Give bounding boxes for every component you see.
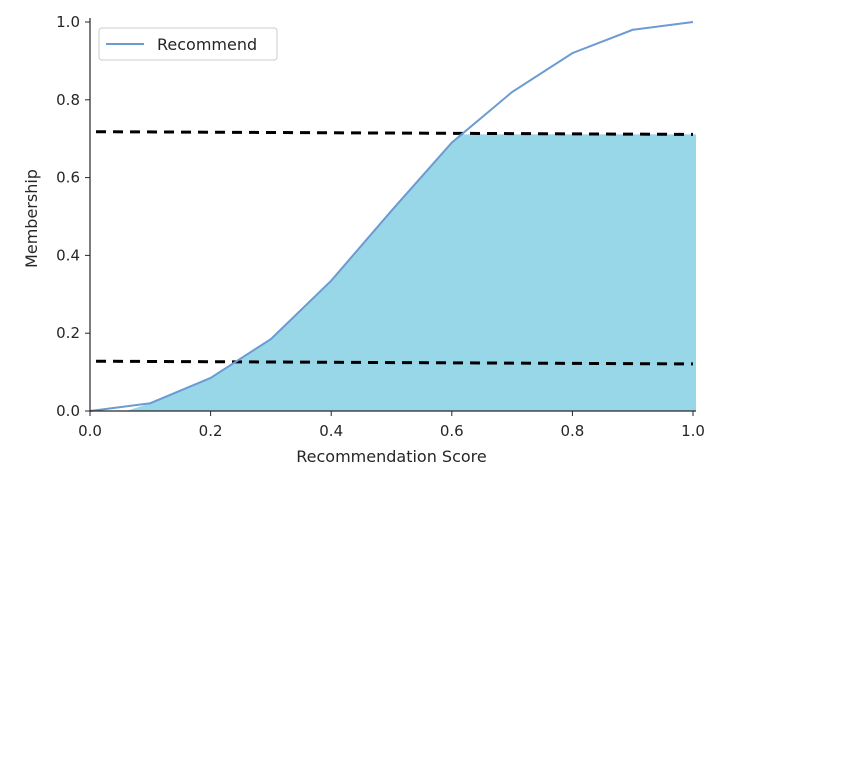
x-tick-label: 1.0: [681, 422, 705, 440]
y-tick-label: 1.0: [56, 13, 80, 31]
reference-dashed-line-1: [96, 130, 694, 136]
y-tick-label: 0.6: [56, 169, 80, 187]
x-tick-label: 0.0: [78, 422, 102, 440]
y-tick-label: 0.0: [56, 402, 80, 420]
y-tick-label: 0.2: [56, 324, 80, 342]
filled-membership-region: [126, 134, 697, 411]
x-axis-label: Recommendation Score: [296, 447, 487, 466]
y-tick-label: 0.8: [56, 91, 80, 109]
legend-label-recommend: Recommend: [157, 35, 257, 54]
y-axis-label: Membership: [22, 169, 41, 268]
legend: Recommend: [98, 27, 278, 61]
x-tick-label: 0.6: [440, 422, 464, 440]
series-line-recommend: [89, 21, 694, 412]
x-tick-label: 0.8: [560, 422, 584, 440]
y-tick-label: 0.4: [56, 246, 80, 264]
reference-dashed-line-2: [96, 359, 694, 366]
x-tick-label: 0.4: [319, 422, 343, 440]
x-tick-label: 0.2: [199, 422, 223, 440]
legend-box: [98, 27, 278, 61]
